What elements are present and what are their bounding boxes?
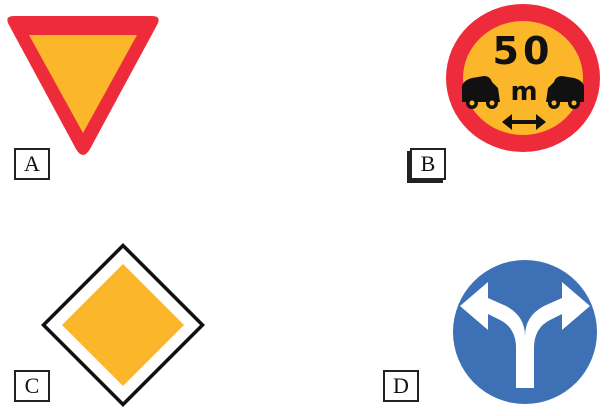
minimum-distance-sign-icon: 50 m: [446, 4, 600, 152]
option-d-text: D: [393, 373, 409, 398]
yield-sign-icon: [7, 16, 159, 155]
turn-left-or-right-sign-icon: [453, 260, 597, 404]
right-car-icon: [546, 76, 584, 109]
option-a-text: A: [24, 151, 40, 176]
option-a-label: A: [14, 148, 50, 180]
option-c-text: C: [24, 373, 40, 398]
double-arrow-icon: [502, 114, 546, 130]
distance-unit-text: m: [510, 77, 537, 107]
split-arrow-icon: [460, 282, 590, 388]
option-b-text: B: [420, 151, 436, 176]
option-b-label: B: [410, 148, 446, 180]
option-d-label: D: [383, 370, 419, 402]
left-car-icon: [462, 76, 500, 109]
priority-road-sign-icon: [41, 243, 205, 407]
option-c-label: C: [14, 370, 50, 402]
distance-value-text: 50: [493, 29, 554, 73]
